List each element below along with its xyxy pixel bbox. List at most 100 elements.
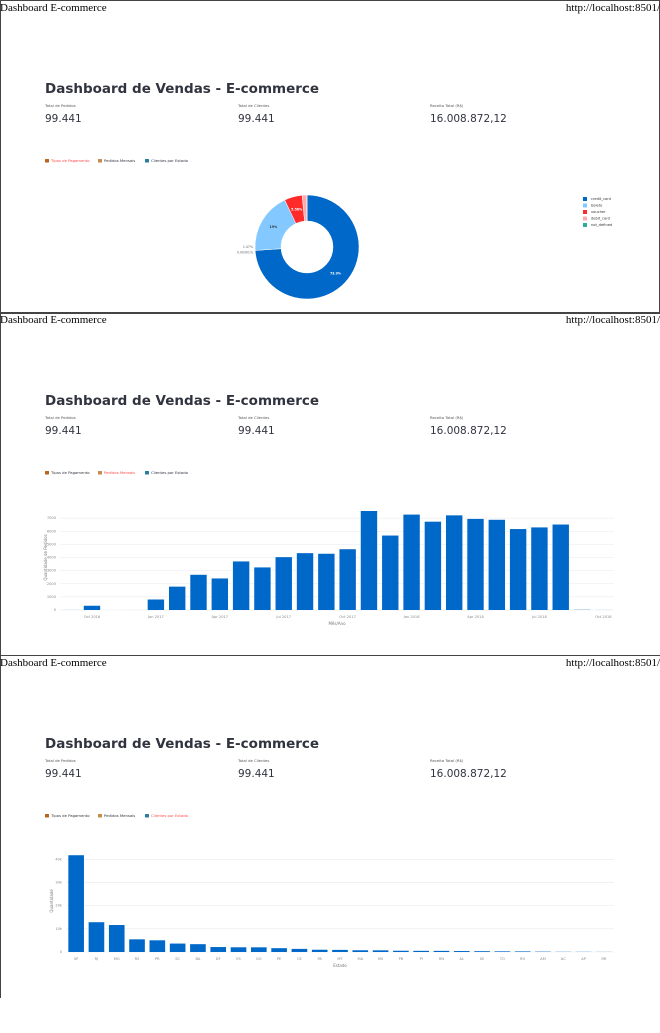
bar xyxy=(467,518,484,610)
bar xyxy=(393,950,409,952)
metric-label: Total de Clientes xyxy=(237,758,269,763)
x-tick-label: PR xyxy=(155,957,160,961)
y-tick-label: 0 xyxy=(60,950,63,954)
bar xyxy=(372,950,389,952)
tab-icon xyxy=(45,159,49,163)
bar xyxy=(275,557,292,610)
metric-label: Total de Clientes xyxy=(237,103,269,108)
bar xyxy=(509,529,527,610)
y-tick-label: 1000 xyxy=(47,595,57,599)
x-tick-label: PE xyxy=(277,957,282,961)
printed-page: Dashboard E-commerce http://localhost:850… xyxy=(0,2,660,300)
legend-label: debit_card xyxy=(591,217,610,221)
x-tick-label: AC xyxy=(561,957,566,961)
tab[interactable]: Tipos de Pagamento xyxy=(50,158,90,163)
bar xyxy=(433,950,450,952)
tab-icon xyxy=(145,159,149,163)
x-tick-label: SP xyxy=(74,957,79,961)
tab[interactable]: Pedidos Mensais xyxy=(104,470,135,475)
bar xyxy=(413,950,429,952)
bar xyxy=(531,527,548,610)
dashboard-title: Dashboard de Vendas - E-commerce xyxy=(45,81,319,97)
legend-swatch xyxy=(583,197,587,201)
x-tick-label: Jan 2018 xyxy=(403,615,421,619)
x-tick-label: PA xyxy=(318,957,323,961)
x-tick-label: AM xyxy=(540,957,546,961)
metric-value: 99.441 xyxy=(45,113,82,125)
bar xyxy=(382,535,399,610)
y-tick-label: 3000 xyxy=(47,569,57,573)
dashboard-title: Dashboard de Vendas - E-commerce xyxy=(45,393,319,409)
x-tick-label: Jul 2017 xyxy=(275,615,291,619)
legend-swatch xyxy=(583,216,587,221)
metric-value: 99.441 xyxy=(238,768,275,780)
bar xyxy=(190,944,206,952)
metric-value: 99.441 xyxy=(238,425,275,437)
bar xyxy=(424,521,442,610)
x-axis-label: Estado xyxy=(333,963,347,968)
x-tick-label: MG xyxy=(114,957,120,961)
y-tick-label: 7000 xyxy=(47,516,57,520)
bar xyxy=(211,578,229,610)
x-tick-label: AP xyxy=(581,957,586,961)
slice-label: 19% xyxy=(270,225,278,229)
print-title: Dashboard E-commerce xyxy=(0,2,107,14)
bar xyxy=(230,947,247,952)
x-tick-label: MT xyxy=(337,957,343,961)
tab-icon xyxy=(98,814,102,818)
metric-value: 16.008.872,12 xyxy=(430,113,507,125)
x-tick-label: CE xyxy=(297,957,303,961)
y-tick-label: 20k xyxy=(55,904,63,908)
metric-label: Total de Pedidos xyxy=(44,758,76,763)
tab[interactable]: Clientes por Estado xyxy=(151,470,189,475)
tab[interactable]: Tipos de Pagamento xyxy=(50,470,90,475)
bar xyxy=(251,947,267,952)
bar xyxy=(332,949,348,952)
pie-slice xyxy=(254,194,360,300)
tab[interactable]: Pedidos Mensais xyxy=(104,158,135,163)
x-tick-label: MS xyxy=(378,957,384,961)
bar xyxy=(210,947,227,952)
x-tick-label: AL xyxy=(460,957,464,961)
dashboard-title: Dashboard de Vendas - E-commerce xyxy=(45,736,319,752)
y-axis-label: Quantidade xyxy=(49,889,54,913)
bar xyxy=(311,949,328,952)
slice-label: 1.47% xyxy=(243,245,253,249)
print-title: Dashboard E-commerce xyxy=(0,657,107,669)
bar xyxy=(296,553,314,610)
bar xyxy=(232,561,250,610)
bar xyxy=(68,855,84,952)
y-axis-label: Quantidade de Pedidos xyxy=(43,534,48,580)
x-tick-label: DF xyxy=(216,957,221,961)
metric-value: 16.008.872,12 xyxy=(430,425,507,437)
bar xyxy=(352,950,369,952)
x-tick-label: Oct 2018 xyxy=(595,615,612,619)
tab-icon xyxy=(98,471,102,475)
print-url: http://localhost:8501/ xyxy=(566,314,660,326)
bar xyxy=(514,951,531,952)
x-tick-label: Jul 2018 xyxy=(531,615,547,619)
tab-icon xyxy=(45,814,49,818)
tab[interactable]: Pedidos Mensais xyxy=(104,813,135,818)
tab[interactable]: Clientes por Estado xyxy=(151,158,189,163)
metric-label: Receita Total (R$) xyxy=(430,103,464,108)
x-tick-label: PB xyxy=(399,957,404,961)
bar xyxy=(552,524,569,610)
y-tick-label: 40k xyxy=(55,857,63,861)
x-tick-label: SC xyxy=(175,957,180,961)
tab[interactable]: Tipos de Pagamento xyxy=(50,813,90,818)
tab-icon xyxy=(145,814,149,818)
x-tick-label: PI xyxy=(420,957,423,961)
metric-label: Total de Clientes xyxy=(237,415,269,420)
y-tick-label: 10k xyxy=(55,927,63,931)
tab[interactable]: Clientes por Estado xyxy=(151,813,189,818)
bar xyxy=(190,574,207,610)
bar xyxy=(88,922,105,952)
x-tick-label: SE xyxy=(480,957,485,961)
x-tick-label: RN xyxy=(439,957,444,961)
print-url: http://localhost:8501/ xyxy=(566,2,660,14)
bar xyxy=(149,940,166,952)
legend-label: credit_card xyxy=(591,197,611,201)
legend-swatch xyxy=(583,203,587,208)
metric-value: 16.008.872,12 xyxy=(430,768,507,780)
